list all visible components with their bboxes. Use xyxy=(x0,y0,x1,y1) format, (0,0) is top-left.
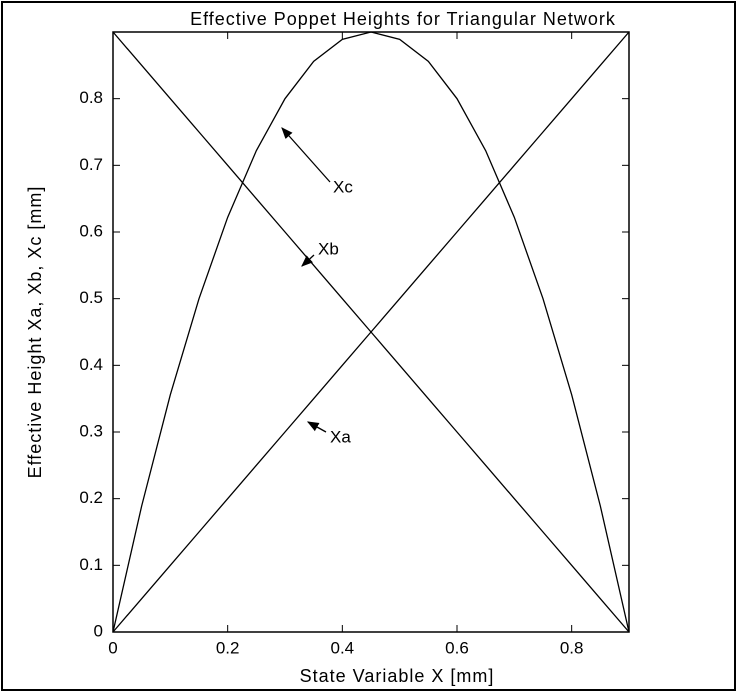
x-tick-label: 0.4 xyxy=(331,638,355,657)
y-tick-label: 0.6 xyxy=(79,221,103,240)
y-tick-label: 0.7 xyxy=(79,155,103,174)
y-tick-label: 0.5 xyxy=(79,288,103,307)
series-line xyxy=(112,31,630,633)
series-label: Xb xyxy=(318,239,339,258)
x-axis-label: State Variable X [mm] xyxy=(300,666,495,686)
annotation-arrow xyxy=(306,421,327,433)
x-tick-label: 0.8 xyxy=(560,638,584,657)
y-tick-label: 0.2 xyxy=(79,488,103,507)
chart-title: Effective Poppet Heights for Triangular … xyxy=(190,9,616,29)
y-tick-label: 0.3 xyxy=(79,421,103,440)
x-tick-label: 0.6 xyxy=(445,638,469,657)
series-label: Xc xyxy=(333,177,353,196)
y-tick-label: 0.8 xyxy=(79,88,103,107)
series-line xyxy=(112,31,630,633)
y-tick-label: 0 xyxy=(94,621,103,640)
x-tick-label: 0.2 xyxy=(216,638,240,657)
y-axis-label: Effective Height Xa, Xb, Xc [mm] xyxy=(25,186,45,479)
x-tick-label: 0 xyxy=(108,638,117,657)
series-label: Xa xyxy=(330,427,351,446)
annotation-arrow xyxy=(301,254,315,267)
y-tick-label: 0.1 xyxy=(79,555,103,574)
y-tick-label: 0.4 xyxy=(79,355,103,374)
annotation-arrow xyxy=(281,127,331,183)
